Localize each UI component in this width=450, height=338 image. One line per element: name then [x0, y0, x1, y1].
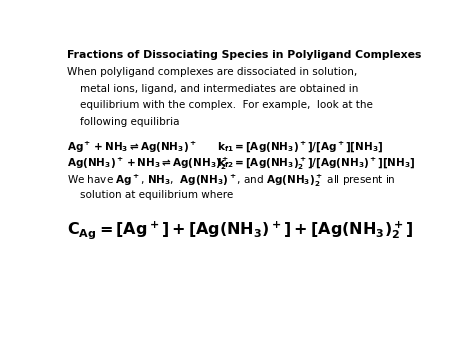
Text: $\mathbf{k_{f1} = [Ag(NH_3)^+]/[Ag^+][NH_3]}$: $\mathbf{k_{f1} = [Ag(NH_3)^+]/[Ag^+][NH…: [217, 140, 383, 154]
Text: solution at equilibrium where: solution at equilibrium where: [67, 190, 233, 200]
Text: $\mathbf{C_{Ag} = [Ag^+] + [Ag(NH_3)^+] + [Ag(NH_3)_2^+]}$: $\mathbf{C_{Ag} = [Ag^+] + [Ag(NH_3)^+] …: [67, 219, 413, 241]
Text: equilibrium with the complex.  For example,  look at the: equilibrium with the complex. For exampl…: [67, 100, 373, 110]
Text: following equilibria: following equilibria: [67, 117, 179, 126]
Text: $\mathbf{Ag^+ + NH_3 \rightleftharpoons Ag(NH_3)^+}$: $\mathbf{Ag^+ + NH_3 \rightleftharpoons …: [67, 140, 196, 154]
Text: We have $\mathbf{Ag^+}$, $\mathbf{NH_3}$,  $\mathbf{Ag(NH_3)^+}$, and $\mathbf{A: We have $\mathbf{Ag^+}$, $\mathbf{NH_3}$…: [67, 173, 396, 189]
Text: When polyligand complexes are dissociated in solution,: When polyligand complexes are dissociate…: [67, 67, 357, 77]
Text: $\mathbf{Ag(NH_3)^+ + NH_3 \rightleftharpoons Ag(NH_3)_2^+}$: $\mathbf{Ag(NH_3)^+ + NH_3 \rightlefthar…: [67, 156, 229, 172]
Text: metal ions, ligand, and intermediates are obtained in: metal ions, ligand, and intermediates ar…: [67, 84, 358, 94]
Text: Fractions of Dissociating Species in Polyligand Complexes: Fractions of Dissociating Species in Pol…: [67, 50, 421, 60]
Text: $\mathbf{k_{f2} = [Ag(NH_3)_2^+]/[Ag(NH_3)^+][NH_3]}$: $\mathbf{k_{f2} = [Ag(NH_3)_2^+]/[Ag(NH_…: [217, 156, 415, 172]
